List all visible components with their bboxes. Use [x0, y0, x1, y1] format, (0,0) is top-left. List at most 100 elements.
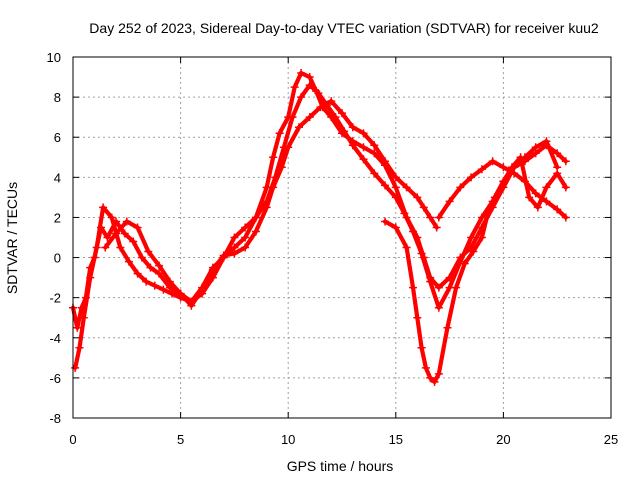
data-point	[561, 157, 570, 166]
data-point	[477, 233, 486, 242]
x-tick-label: 15	[389, 432, 403, 447]
data-point	[467, 173, 476, 182]
data-point	[75, 343, 84, 352]
data-point	[305, 113, 314, 122]
data-point	[531, 143, 540, 152]
data-point	[137, 253, 146, 262]
y-tick-label: -6	[49, 371, 61, 386]
data-point	[456, 257, 465, 266]
data-point	[381, 217, 390, 226]
data-point	[421, 363, 430, 372]
data-point	[400, 209, 409, 218]
y-axis-label: SDTVAR / TECUs	[4, 182, 20, 294]
data-point	[230, 233, 239, 242]
y-tick-label: -8	[49, 411, 61, 426]
data-point	[391, 193, 400, 202]
data-point	[103, 233, 112, 242]
data-point	[101, 243, 110, 252]
series-line-track-a	[70, 70, 568, 330]
data-point	[284, 143, 293, 152]
data-point	[499, 163, 508, 172]
data-point	[338, 109, 346, 118]
data-point	[120, 229, 129, 238]
x-tick-label: 20	[496, 432, 510, 447]
data-point	[477, 165, 486, 174]
data-point	[434, 369, 443, 378]
data-point	[516, 153, 525, 162]
data-point	[413, 193, 422, 202]
data-point	[402, 243, 411, 252]
data-point	[484, 207, 493, 216]
data-point	[488, 157, 497, 166]
x-tick-label: 5	[177, 432, 184, 447]
data-point	[297, 93, 306, 102]
y-tick-labels: -8 -6 -4 -2 0 2 4 6 8 10	[47, 50, 611, 426]
data-point	[275, 129, 284, 138]
data-point	[359, 143, 368, 152]
plot-frame	[72, 56, 612, 419]
data-point	[219, 251, 228, 260]
data-point	[419, 203, 428, 212]
data-point	[269, 183, 278, 192]
data-point	[150, 281, 159, 290]
x-axis-label: GPS time / hours	[287, 458, 394, 474]
data-point	[230, 249, 239, 258]
data-point	[370, 141, 379, 150]
data-point	[391, 183, 400, 192]
data-point	[314, 89, 323, 98]
data-point	[391, 173, 400, 182]
data-point	[510, 169, 519, 178]
data-point	[133, 269, 142, 278]
data-point	[432, 223, 441, 232]
data-point	[542, 137, 551, 146]
data-point	[490, 193, 499, 202]
data-point	[297, 69, 306, 78]
data-point	[159, 285, 168, 294]
data-point	[561, 183, 570, 192]
data-point	[305, 73, 314, 82]
data-point	[155, 269, 164, 278]
data-point	[290, 83, 299, 92]
y-tick-label: 0	[54, 251, 61, 266]
data-point	[417, 249, 426, 258]
data-point	[208, 265, 217, 274]
data-point	[71, 363, 80, 372]
y-tick-label: -2	[49, 291, 61, 306]
data-point	[86, 273, 95, 282]
data-point	[426, 373, 435, 382]
data-point	[112, 229, 121, 238]
data-point	[316, 103, 325, 112]
data-point	[381, 157, 390, 166]
data-point	[434, 303, 443, 312]
data-point	[445, 197, 454, 206]
data-point	[176, 289, 185, 298]
data-point	[370, 149, 379, 158]
data-point	[144, 247, 153, 256]
data-point	[434, 213, 443, 222]
data-point	[269, 153, 278, 162]
data-point	[525, 193, 534, 202]
y-tick-label: 4	[54, 170, 61, 185]
data-point	[305, 81, 314, 90]
x-tick-label: 10	[281, 432, 295, 447]
data-point	[142, 277, 151, 286]
data-point	[251, 213, 260, 222]
data-point	[331, 113, 340, 122]
data-point	[79, 313, 88, 322]
data-point	[460, 259, 469, 268]
data-point	[187, 301, 196, 310]
data-point	[165, 277, 174, 286]
data-point	[348, 141, 357, 150]
data-point	[155, 261, 164, 270]
data-point	[99, 203, 108, 212]
data-point	[452, 283, 461, 292]
data-point	[348, 123, 357, 132]
data-point	[520, 177, 529, 186]
data-point	[262, 203, 271, 212]
data-point	[241, 223, 250, 232]
data-point	[402, 183, 411, 192]
y-tick-label: 8	[54, 90, 61, 105]
data-point	[381, 181, 390, 190]
data-point	[553, 205, 562, 214]
